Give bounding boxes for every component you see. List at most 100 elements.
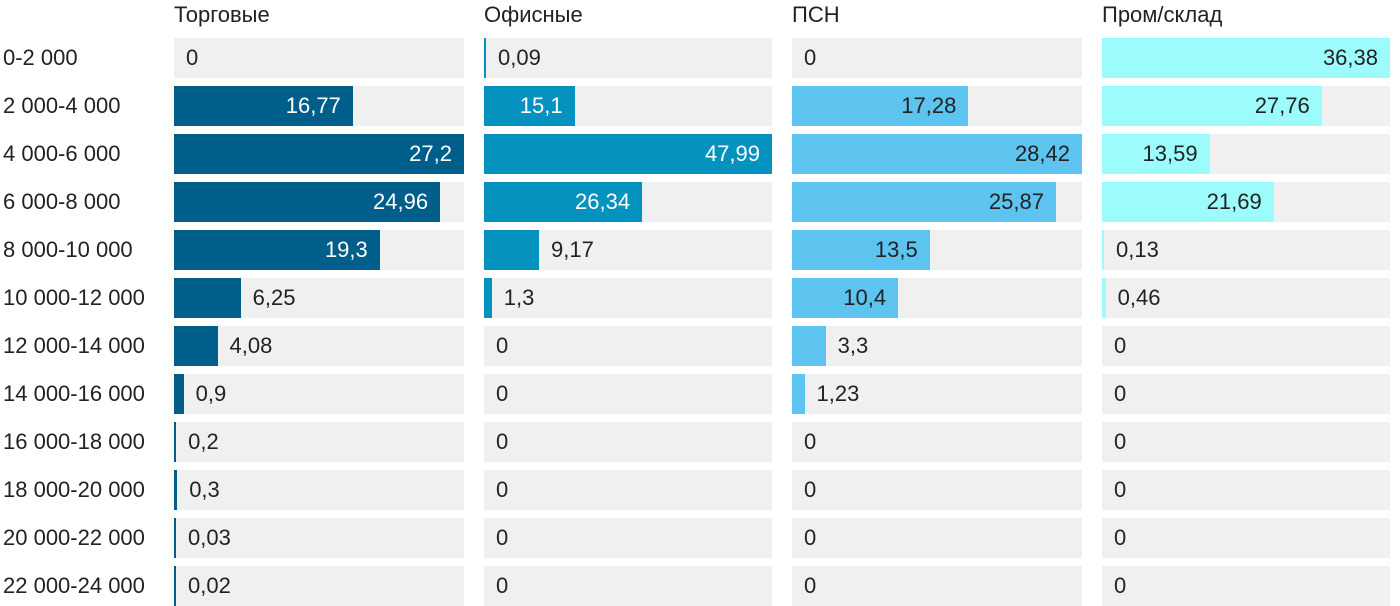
bar: [1102, 182, 1274, 222]
bar: [1102, 230, 1104, 270]
value-label: 27,2: [409, 141, 452, 166]
value-label: 0,03: [188, 525, 231, 550]
value-label: 0: [496, 525, 509, 550]
row-label: 4 000-6 000: [3, 141, 121, 166]
bar-track: 27,2: [174, 134, 464, 174]
bar-track: 0: [484, 326, 772, 366]
row-label: 22 000-24 000: [3, 573, 145, 598]
row-label: 16 000-18 000: [3, 429, 145, 454]
bar-track: 0: [1102, 518, 1390, 558]
bar-track: 0: [484, 470, 772, 510]
bar-track: 0: [792, 38, 1082, 78]
bar: [174, 134, 464, 174]
value-label: 21,69: [1206, 189, 1262, 214]
value-label: 16,77: [285, 93, 341, 118]
bar: [484, 230, 540, 270]
bar-track: 21,69: [1102, 182, 1390, 222]
row-label: 12 000-14 000: [3, 333, 145, 358]
bar: [792, 182, 1056, 222]
row-label: 0-2 000: [3, 45, 78, 70]
bar: [174, 86, 353, 126]
bar-track: 27,76: [1102, 86, 1390, 126]
bar: [174, 278, 241, 318]
bar: [174, 182, 441, 222]
bar: [1102, 278, 1106, 318]
bar-track: 0: [484, 374, 772, 414]
value-label: 0: [804, 429, 817, 454]
bar: [484, 278, 492, 318]
bar-track: 0,46: [1102, 278, 1390, 318]
bar: [174, 374, 184, 414]
value-label: 1,3: [503, 285, 535, 310]
value-label: 10,4: [843, 285, 887, 310]
value-label: 0: [1114, 477, 1127, 502]
bar-track: 0,13: [1102, 230, 1390, 270]
value-label: 0: [804, 477, 817, 502]
bar: [484, 38, 486, 78]
value-label: 0: [496, 477, 509, 502]
bar: [174, 422, 177, 462]
bar-track: 0: [1102, 470, 1390, 510]
value-label: 0: [496, 573, 509, 598]
value-label: 0: [804, 573, 817, 598]
value-label: 15,1: [519, 93, 563, 118]
value-label: 0: [804, 525, 817, 550]
bar: [1102, 134, 1210, 174]
bar-track: 0,03: [174, 518, 464, 558]
bar-track: 16,77: [174, 86, 464, 126]
bar-track: 36,38: [1102, 38, 1390, 78]
panel-title: Пром/склад: [1102, 2, 1223, 27]
bar: [792, 374, 805, 414]
value-label: 9,17: [551, 237, 594, 262]
value-label: 0,3: [189, 477, 220, 502]
value-label: 0: [496, 381, 509, 406]
bar: [792, 326, 826, 366]
value-label: 25,87: [988, 189, 1044, 214]
bar-track: 19,3: [174, 230, 464, 270]
row-label: 6 000-8 000: [3, 189, 121, 214]
value-label: 0,09: [498, 45, 541, 70]
value-label: 0: [1114, 429, 1127, 454]
value-label: 0,9: [195, 381, 227, 406]
value-label: 24,96: [373, 189, 429, 214]
bar: [792, 230, 930, 270]
bar: [174, 470, 178, 510]
value-label: 0: [1114, 333, 1127, 358]
bar-track: 1,23: [792, 374, 1082, 414]
bar-track: 26,34: [484, 182, 772, 222]
bar-track: 9,17: [484, 230, 772, 270]
bar-track: 0,9: [174, 374, 464, 414]
bar-track: 13,5: [792, 230, 1082, 270]
value-label: 6,25: [252, 285, 296, 310]
value-label: 0: [186, 45, 199, 70]
bar-track: 3,3: [792, 326, 1082, 366]
value-label: 36,38: [1322, 45, 1378, 70]
bar-track: 15,1: [484, 86, 772, 126]
value-label: 1,23: [816, 381, 860, 406]
row-label: 2 000-4 000: [3, 93, 121, 118]
bar-track: 0: [1102, 422, 1390, 462]
bar: [174, 518, 176, 558]
value-label: 0: [804, 45, 817, 70]
value-label: 0: [1114, 381, 1127, 406]
bar: [484, 182, 643, 222]
value-label: 0,02: [188, 573, 231, 598]
panel-title: ПСН: [792, 2, 840, 27]
bar: [174, 566, 176, 606]
bar-track: 17,28: [792, 86, 1082, 126]
bar-track: 25,87: [792, 182, 1082, 222]
bar: [484, 134, 772, 174]
row-label: 8 000-10 000: [3, 237, 133, 262]
value-label: 13,5: [874, 237, 918, 262]
bar-track: 28,42: [792, 134, 1082, 174]
bar-track: 0: [792, 470, 1082, 510]
bar-track: 47,99: [484, 134, 772, 174]
value-label: 0: [496, 429, 509, 454]
bar-track: 10,4: [792, 278, 1082, 318]
panel-title: Торговые: [174, 2, 270, 27]
bar-track: 0: [484, 518, 772, 558]
row-label: 10 000-12 000: [3, 285, 145, 310]
value-label: 13,59: [1142, 141, 1198, 166]
value-label: 17,28: [901, 93, 957, 118]
